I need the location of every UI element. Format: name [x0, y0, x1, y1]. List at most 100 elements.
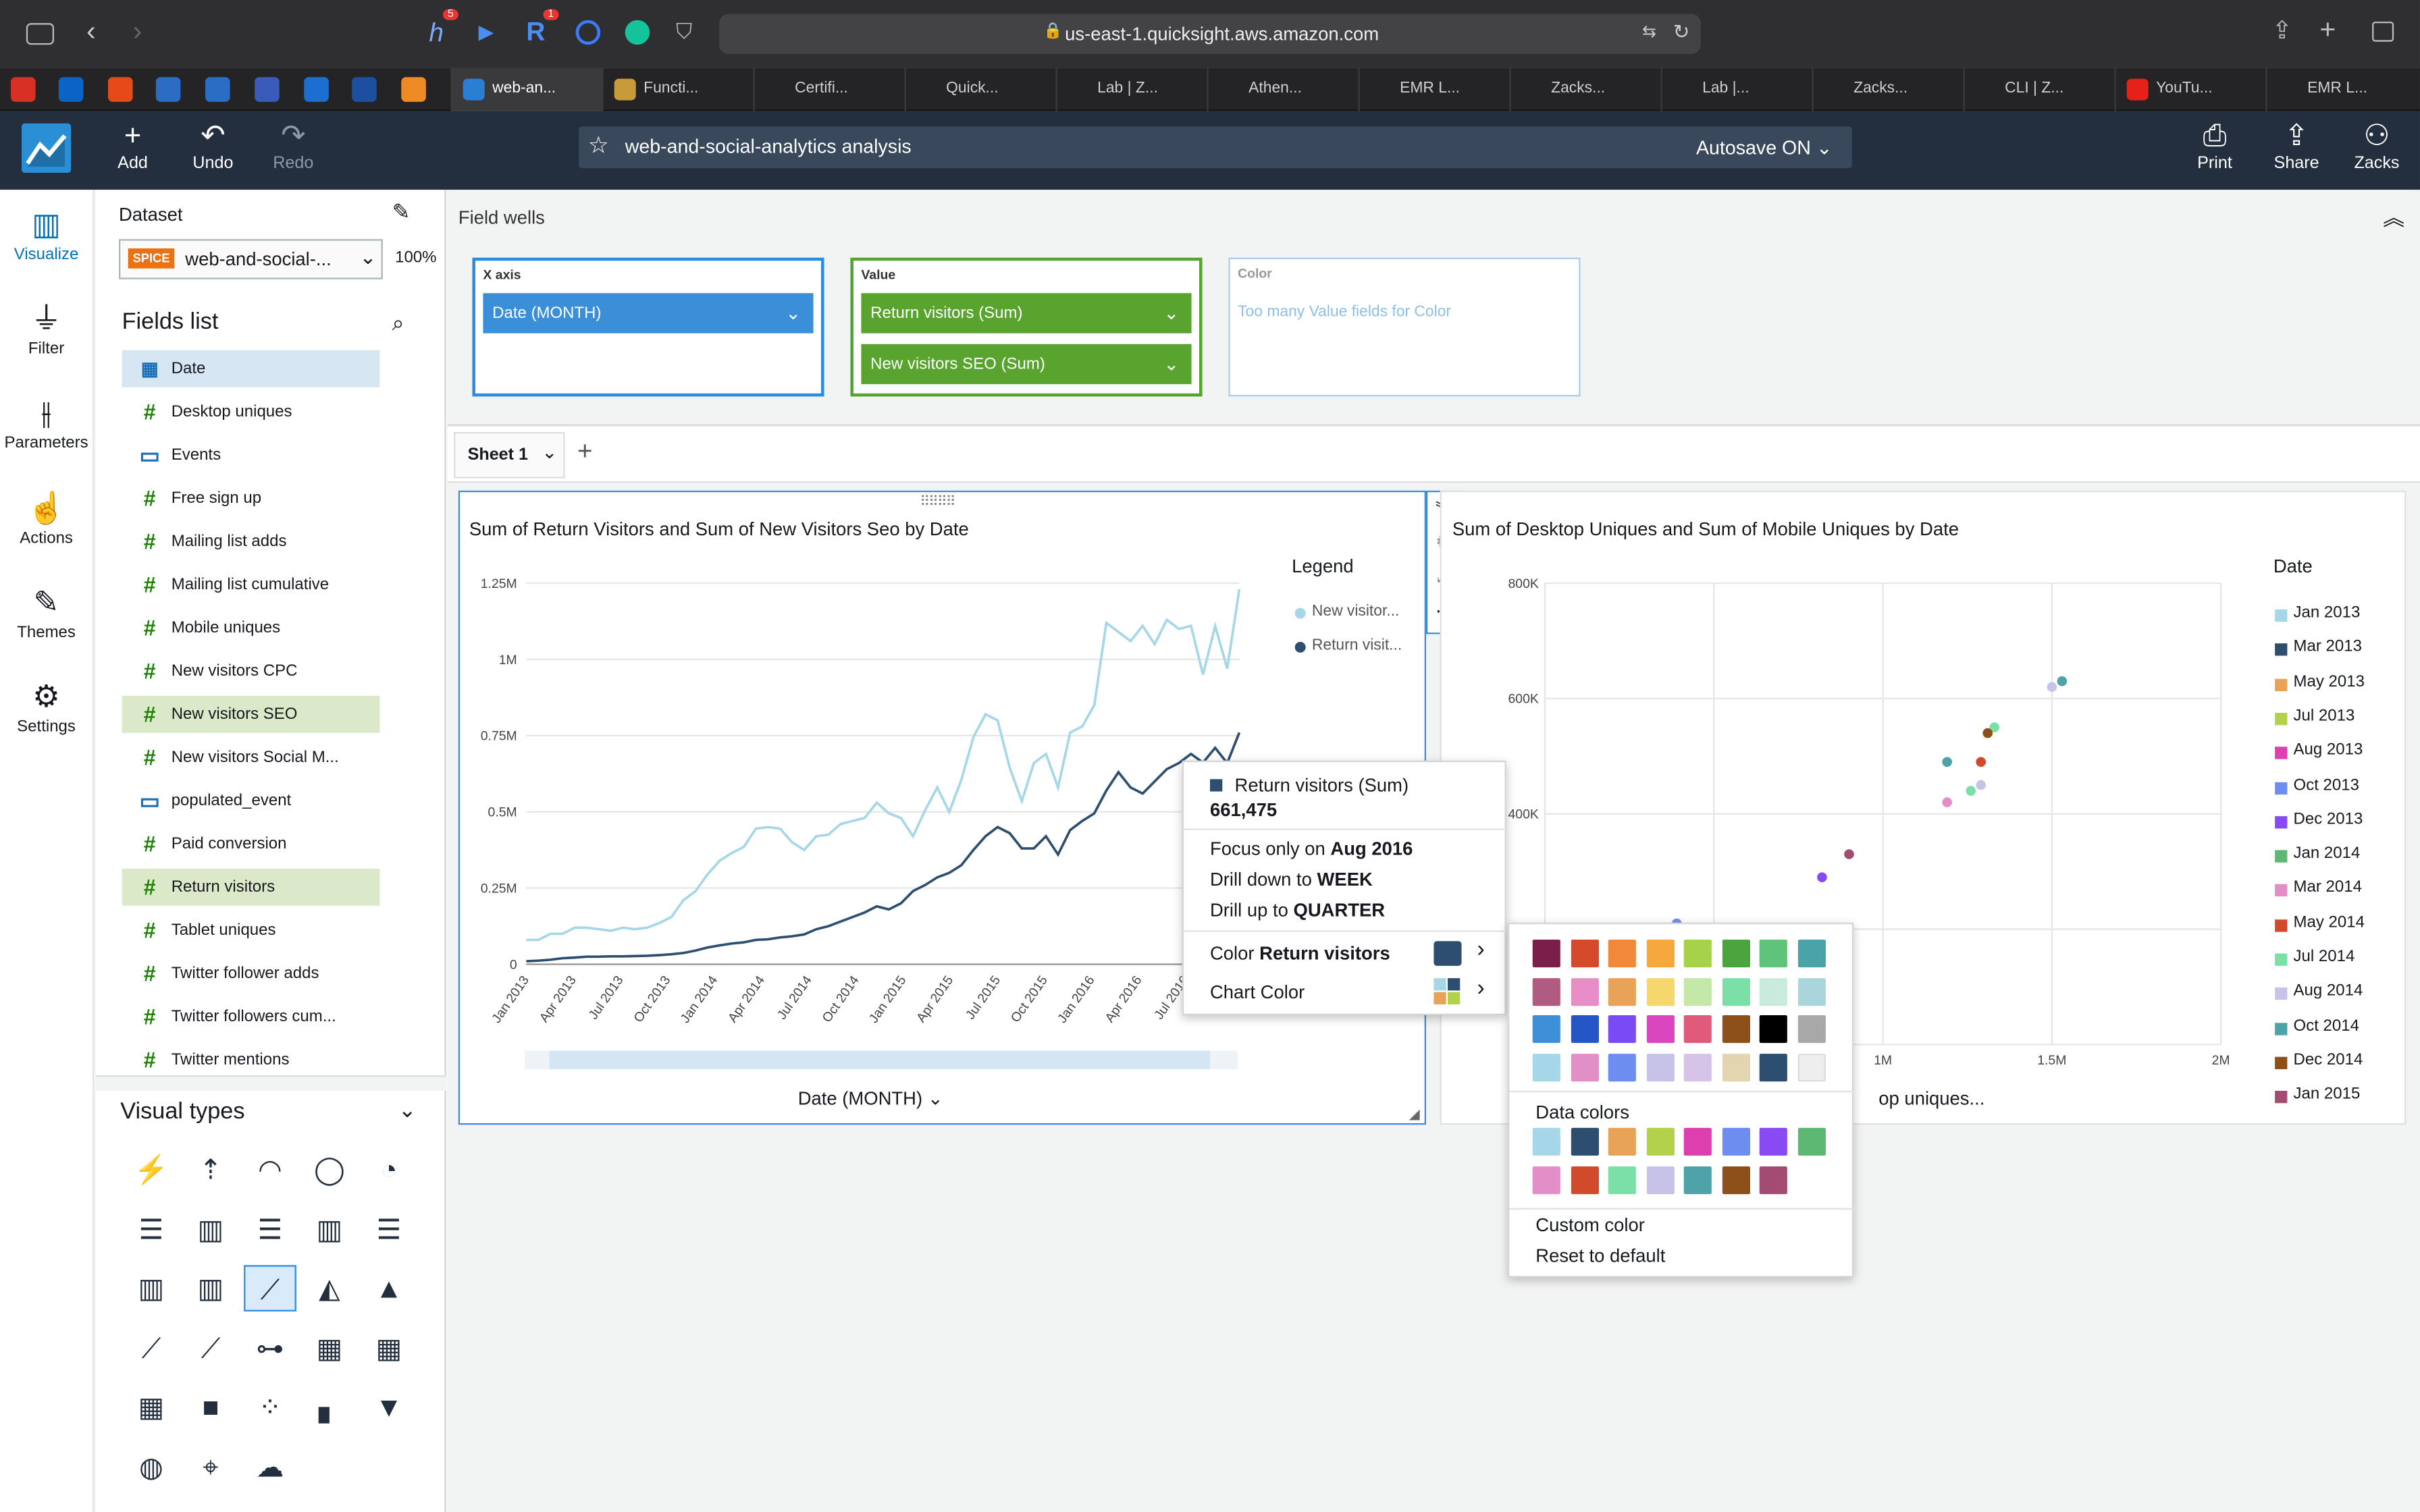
focus-menu-item[interactable]: Focus only on Aug 2016	[1209, 838, 1413, 860]
x-axis-title[interactable]: ...op uniques	[1878, 1087, 1985, 1110]
legend-item[interactable]: Dec 2013	[2293, 809, 2363, 828]
field-item[interactable]: # New visitors CPC	[122, 653, 380, 690]
autograph-icon[interactable]: ⇡	[199, 1154, 223, 1185]
color-swatch[interactable]	[1721, 939, 1750, 968]
data-color-swatch[interactable]	[1532, 1127, 1560, 1156]
reload-icon[interactable]: ↻	[1673, 20, 1690, 43]
color-swatch[interactable]	[1797, 977, 1825, 1006]
chevron-down-icon[interactable]: ⌄	[542, 441, 558, 463]
line-chart-icon[interactable]: ⟋	[244, 1265, 296, 1312]
legend-item[interactable]: Oct 2014	[2293, 1016, 2359, 1035]
legend-item[interactable]: May 2014	[2293, 913, 2365, 932]
color-swatch[interactable]	[1608, 1052, 1636, 1081]
legend-item[interactable]: Jan 2013	[2293, 603, 2361, 622]
quicksight-logo[interactable]	[21, 123, 72, 173]
pinned-tab-icon[interactable]	[352, 77, 377, 102]
histogram-icon[interactable]: ▖	[319, 1391, 340, 1423]
office-tab-icon[interactable]	[107, 77, 133, 102]
legend-item[interactable]: Oct 2013	[2293, 775, 2359, 794]
search-icon[interactable]: ⌕	[392, 310, 404, 335]
pivot-table-icon[interactable]: ▦	[375, 1332, 402, 1364]
chart-color-menu-item[interactable]: Chart Color	[1209, 981, 1305, 1003]
color-swatch[interactable]	[1608, 1015, 1636, 1044]
color-swatch[interactable]	[1570, 939, 1598, 968]
donut-icon[interactable]: ◯	[313, 1154, 346, 1185]
sheet-tab[interactable]: Sheet 1 ⌄	[453, 431, 565, 479]
drill-down-menu-item[interactable]: Drill down to WEEK	[1209, 868, 1373, 890]
drag-handle[interactable]: ⠿⠿⠿⠿	[920, 493, 955, 510]
add-button[interactable]: + Add	[96, 120, 170, 173]
field-item[interactable]: # New visitors Social M...	[122, 739, 380, 776]
pinned-tab-icon[interactable]	[304, 77, 329, 102]
line-combo-icon[interactable]: ⟋	[141, 1332, 161, 1364]
stacked-bar-icon[interactable]: ☰	[257, 1213, 283, 1245]
tab[interactable]: EMR L...	[2265, 68, 2420, 111]
share-icon[interactable]: ⇪	[2271, 18, 2293, 45]
legend-item[interactable]: Return visit...	[1311, 637, 1402, 655]
rail-themes[interactable]: ✎ Themes	[0, 583, 93, 642]
data-color-swatch[interactable]	[1532, 1165, 1560, 1193]
data-color-swatch[interactable]	[1646, 1127, 1674, 1156]
legend-item[interactable]: Mar 2013	[2293, 637, 2362, 657]
combo-chart-icon[interactable]: ▥	[197, 1272, 224, 1304]
sidebar-toggle-icon[interactable]	[26, 23, 54, 45]
legend-item[interactable]: New visitor...	[1311, 603, 1400, 620]
color-swatch[interactable]	[1683, 939, 1712, 968]
forward-icon[interactable]: ›	[132, 15, 142, 47]
pinned-tab-icon[interactable]	[155, 77, 181, 102]
field-item[interactable]: # Tablet uniques	[122, 912, 380, 949]
data-color-swatch[interactable]	[1570, 1127, 1598, 1156]
color-swatch[interactable]	[1797, 939, 1825, 968]
field-item[interactable]: # Paid conversion	[122, 826, 380, 863]
undo-button[interactable]: ↶ Undo	[176, 120, 251, 173]
tab[interactable]: Lab |...	[1660, 68, 1812, 111]
color-swatch[interactable]	[1570, 977, 1598, 1006]
tab[interactable]: Certifi...	[753, 68, 904, 111]
tab[interactable]: Zacks...	[1812, 68, 1963, 111]
share-button[interactable]: ⇪ Share	[2259, 120, 2334, 173]
drill-up-menu-item[interactable]: Drill up to QUARTER	[1209, 899, 1386, 921]
scatter-icon[interactable]: ⁘	[258, 1391, 282, 1423]
heatmap-icon[interactable]: ▦	[316, 1332, 343, 1364]
color-swatch[interactable]	[1532, 939, 1560, 968]
field-item[interactable]: ▦ Date	[122, 350, 380, 387]
grammarly-icon[interactable]	[625, 20, 650, 45]
pinned-tab-icon[interactable]	[255, 77, 280, 102]
x-axis-well[interactable]: X axis Date (MONTH) ⌄	[472, 257, 824, 397]
tab[interactable]: Functi...	[602, 68, 753, 111]
outlook-tab-icon[interactable]	[58, 77, 84, 102]
value-well[interactable]: Value Return visitors (Sum) ⌄ New visitor…	[850, 257, 1203, 397]
reset-to-default-option[interactable]: Reset to default	[1535, 1245, 1666, 1267]
resize-handle[interactable]: ◢	[1409, 1106, 1420, 1122]
tab-overview-icon[interactable]	[2372, 21, 2394, 42]
color-series-menu-item[interactable]: Color Return visitors	[1209, 942, 1390, 965]
field-item[interactable]: # Twitter mentions	[122, 1042, 380, 1079]
data-color-swatch[interactable]	[1721, 1127, 1750, 1156]
geo-map-icon[interactable]: ◍	[139, 1451, 163, 1482]
color-swatch[interactable]	[1683, 1052, 1712, 1081]
field-item[interactable]: # Twitter followers cum...	[122, 998, 380, 1035]
back-icon[interactable]: ‹	[86, 15, 96, 47]
legend-item[interactable]: Mar 2014	[2293, 878, 2362, 897]
color-swatch[interactable]	[1646, 939, 1674, 968]
legend-item[interactable]: May 2013	[2293, 672, 2365, 691]
gauge-icon[interactable]: ◠	[258, 1154, 282, 1185]
range-scrollbar-thumb[interactable]	[549, 1050, 1210, 1069]
color-swatch[interactable]	[1570, 1052, 1598, 1081]
data-color-swatch[interactable]	[1797, 1127, 1825, 1156]
color-swatch[interactable]	[1532, 977, 1560, 1006]
vertical-bar-icon[interactable]: ▥	[197, 1213, 224, 1245]
field-item[interactable]: # Mailing list cumulative	[122, 566, 380, 603]
color-swatch[interactable]	[1797, 1015, 1825, 1044]
extension-icon[interactable]: R	[526, 17, 546, 47]
rail-visualize[interactable]: ▥ Visualize	[0, 205, 93, 264]
color-swatch[interactable]	[1721, 1015, 1750, 1044]
color-swatch[interactable]	[1570, 1015, 1598, 1044]
color-swatch[interactable]	[1797, 1052, 1825, 1081]
rail-parameters[interactable]: ⫲ Parameters	[0, 394, 93, 452]
value-field-pill[interactable]: Return visitors (Sum) ⌄	[861, 293, 1192, 333]
tab[interactable]: YouTu...	[2114, 68, 2265, 111]
tab[interactable]: Quick...	[904, 68, 1055, 111]
x-axis-field-pill[interactable]: Date (MONTH) ⌄	[483, 293, 814, 333]
